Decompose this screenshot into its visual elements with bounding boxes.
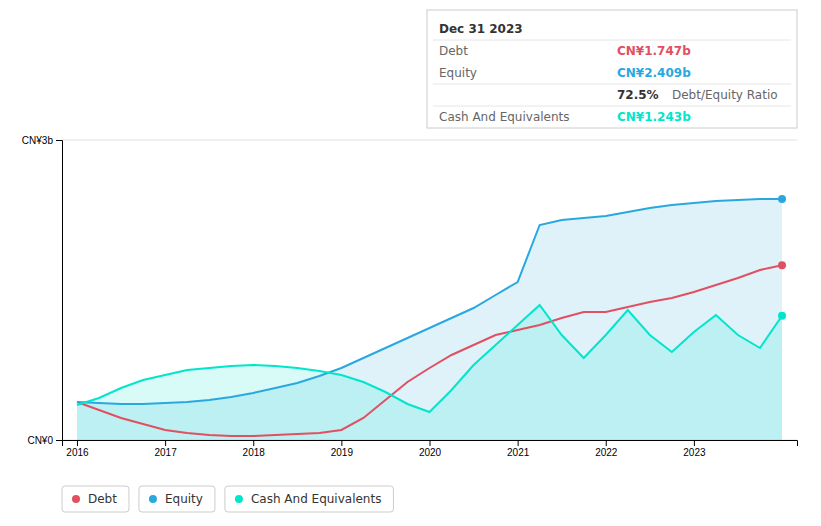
chart: 2016 2017 2018 2019 2020 2021 2022 2023 CN¥0 CN¥3… [0, 0, 821, 526]
x-tick: 2016 [66, 440, 89, 458]
annotation: 72.5% [617, 88, 659, 102]
y-tick-mark [56, 440, 62, 441]
legend-label: Cash And Equivalents [251, 492, 382, 506]
y-tick: CN¥3b [22, 135, 62, 146]
legend-marker [149, 495, 157, 503]
x-tick: 2020 [419, 440, 442, 458]
info-box-separator [433, 40, 791, 41]
x-tick-mark [606, 440, 607, 446]
y-tick: CN¥0 [27, 435, 62, 446]
marks [77, 195, 786, 440]
legend-item: Debt [62, 486, 129, 512]
x-tick: 2017 [154, 440, 177, 458]
line [77, 199, 782, 404]
x-tick-mark [341, 440, 342, 446]
y-axis: CN¥0 CN¥3b [22, 135, 63, 446]
x-axis-line [63, 441, 798, 447]
x-tick-label: 2021 [507, 447, 530, 458]
line [77, 305, 782, 412]
x-tick-label: 2017 [154, 447, 177, 458]
y-tick-mark [56, 140, 62, 141]
legend: Debt Equity Cash And Equivalents [62, 486, 393, 512]
y-axis-line [56, 141, 63, 441]
x-tick-mark [77, 440, 78, 446]
grid [62, 140, 797, 440]
x-tick-label: 2019 [331, 447, 354, 458]
annotation: CN¥2.409b [617, 66, 691, 80]
area [77, 199, 782, 440]
x-tick-mark [694, 440, 695, 446]
x-tick-mark [430, 440, 431, 446]
annotation: Equity [439, 66, 477, 80]
area [77, 305, 782, 440]
legend-item: Equity [139, 486, 215, 512]
x-tick-mark [165, 440, 166, 446]
legend-marker [72, 495, 80, 503]
annotation: Debt/Equity Ratio [672, 88, 778, 102]
annotation: Dec 31 2023 [439, 22, 523, 36]
info-box-separator [433, 84, 791, 85]
x-tick: 2023 [683, 440, 706, 458]
legend-item: Cash And Equivalents [225, 486, 394, 512]
x-tick-label: 2023 [683, 447, 706, 458]
y-tick-label: CN¥0 [27, 435, 53, 446]
line [77, 265, 782, 436]
info-box-frame [427, 10, 797, 128]
legend-label: Debt [88, 492, 117, 506]
legend-box [139, 486, 215, 512]
annotation: Debt [439, 44, 468, 58]
legend-label: Equity [165, 492, 203, 506]
x-tick-label: 2020 [419, 447, 442, 458]
info-box-separator [433, 106, 791, 107]
grid-line [62, 140, 797, 141]
x-tick-mark [253, 440, 254, 446]
annotation: Cash And Equivalents [439, 110, 570, 124]
x-tick: 2022 [595, 440, 618, 458]
x-tick: 2018 [243, 440, 266, 458]
y-tick-label: CN¥3b [22, 135, 54, 146]
end-point [778, 312, 786, 320]
x-tick: 2021 [507, 440, 530, 458]
end-point [778, 195, 786, 203]
end-point [778, 261, 786, 269]
info-box: Dec 31 2023 Debt CN¥1.747b Equity CN¥2.409b 7… [427, 10, 797, 128]
legend-marker [235, 495, 243, 503]
x-tick-label: 2022 [595, 447, 618, 458]
legend-box [62, 486, 129, 512]
plot: 2016 2017 2018 2019 2020 2021 2022 2023 CN¥0 CN¥3… [22, 135, 798, 458]
x-tick-label: 2018 [243, 447, 266, 458]
x-tick-mark [518, 440, 519, 446]
x-tick-label: 2016 [66, 447, 89, 458]
legend-box [225, 486, 394, 512]
annotation: CN¥1.747b [617, 44, 691, 58]
annotation: CN¥1.243b [617, 110, 691, 124]
x-axis: 2016 2017 2018 2019 2020 2021 2022 2023 [63, 440, 798, 458]
x-tick: 2019 [331, 440, 354, 458]
